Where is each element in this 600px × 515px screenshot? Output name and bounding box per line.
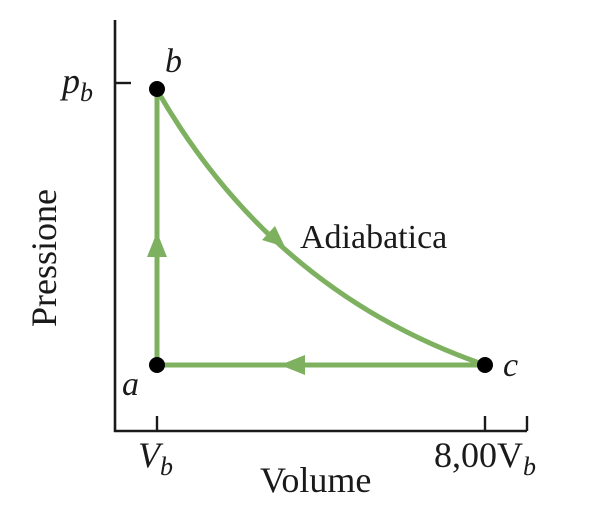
arrow-down-right-icon (262, 226, 285, 247)
x-tick-label-vb: Vb (138, 435, 173, 481)
point-b-label: b (165, 43, 182, 80)
arrow-up-icon (147, 232, 167, 257)
point-a-marker (149, 357, 165, 373)
process-bc-curve (154, 87, 488, 368)
y-axis-title: Pressione (24, 189, 64, 327)
arrow-left-icon (280, 355, 305, 375)
axes (113, 20, 529, 433)
process-bc-label: Adiabatica (300, 219, 447, 256)
state-points (149, 81, 493, 373)
process-paths (147, 87, 488, 375)
point-c-marker (477, 357, 493, 373)
point-a-label: a (122, 366, 139, 403)
point-c-label: c (503, 347, 518, 384)
point-b-marker (149, 81, 165, 97)
labels: a b c Adiabatica pb Vb 8,00Vb Volume Pre… (24, 43, 536, 500)
y-tick-label-pb: pb (59, 61, 93, 107)
x-tick-label-8vb: 8,00Vb (434, 435, 536, 481)
x-axis-title: Volume (260, 460, 371, 500)
